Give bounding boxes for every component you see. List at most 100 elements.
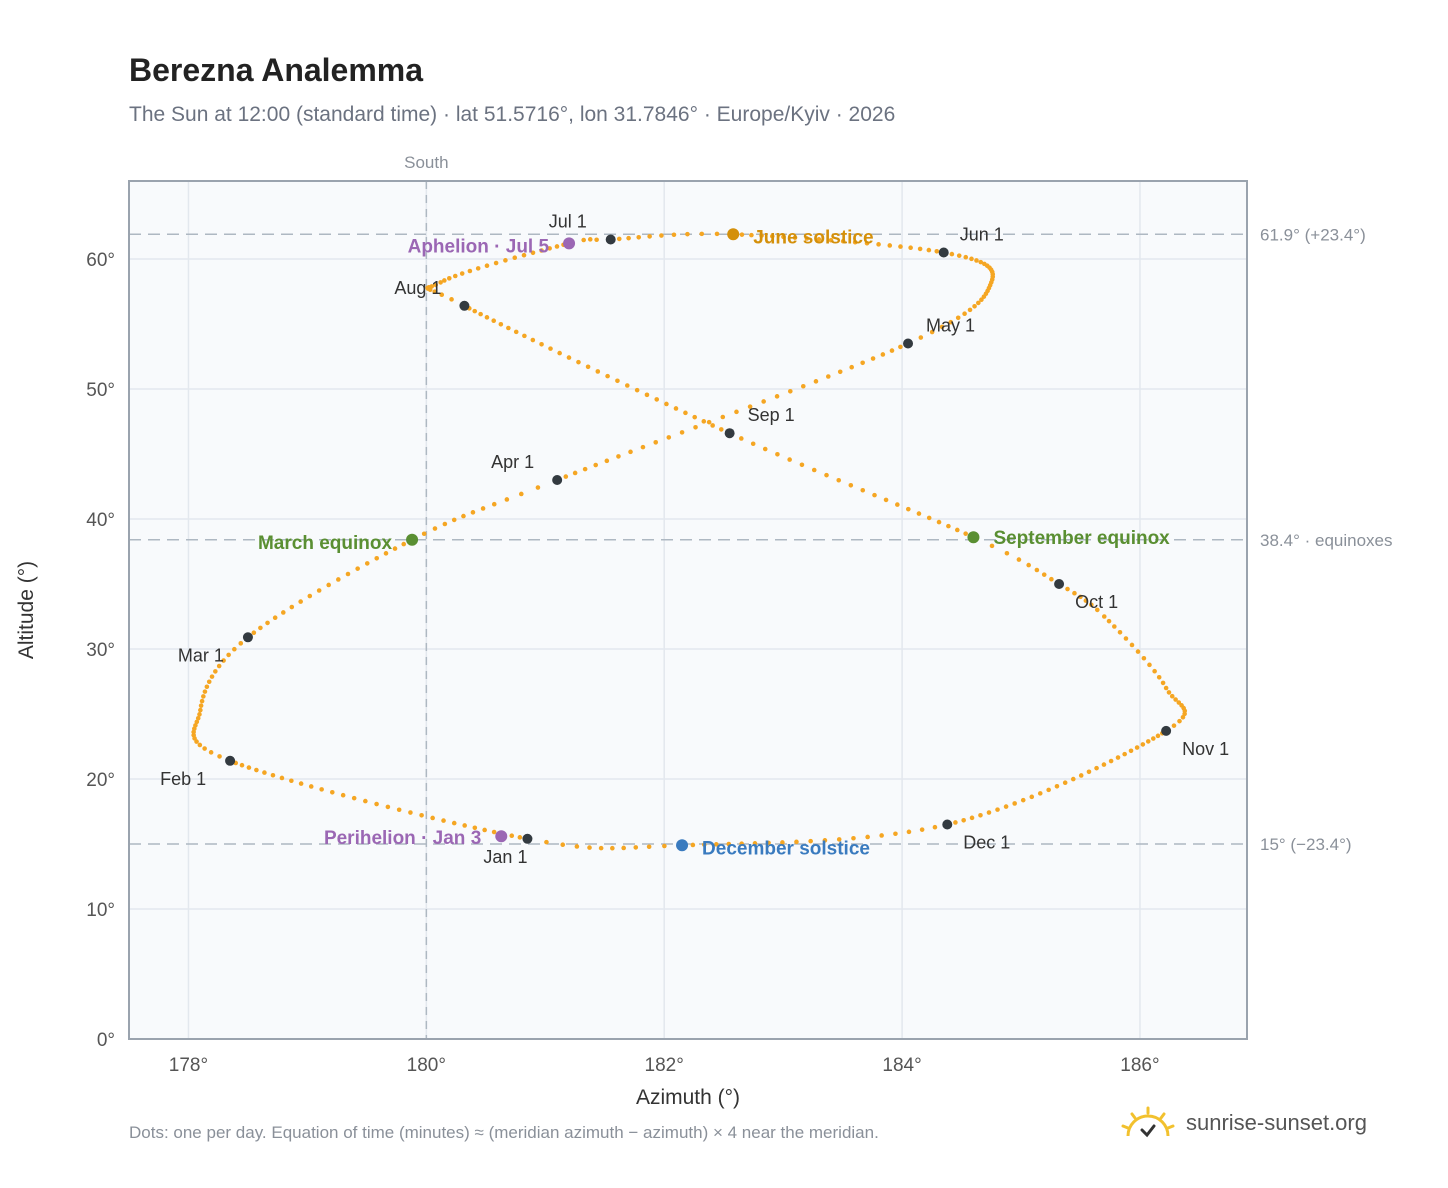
daily-point [955,527,960,533]
daily-point [982,261,987,267]
daily-point [430,815,435,821]
brand[interactable]: sunrise-sunset.org [1120,1103,1367,1143]
month-label: Nov 1 [1182,739,1229,759]
daily-point [1129,642,1135,648]
daily-point [848,482,854,488]
event-label: June solstice [753,227,873,248]
daily-point [701,419,707,424]
daily-point [451,820,457,826]
daily-point [1089,602,1094,608]
daily-point [432,289,438,294]
daily-point [898,244,903,249]
month-marker [459,300,470,311]
daily-point [604,458,610,464]
daily-point [433,282,439,288]
daily-point [254,767,259,773]
daily-point [775,452,780,457]
daily-point [726,841,732,847]
daily-point [865,834,870,840]
daily-point [860,360,865,366]
daily-point [671,232,677,238]
daily-point [605,373,610,379]
daily-point [593,462,599,468]
daily-point [1094,607,1100,613]
daily-point [204,684,210,690]
daily-point [647,234,652,239]
daily-point [939,324,945,330]
daily-point [1166,690,1172,695]
daily-point [226,652,231,658]
daily-point [509,833,515,839]
daily-point [280,610,286,615]
brand-name: sunrise-sunset.org [1186,1110,1367,1135]
daily-point [1151,736,1156,741]
daily-point [326,582,331,588]
daily-point [472,825,478,831]
daily-point [787,457,792,462]
daily-point [441,818,446,823]
daily-point [498,321,504,327]
daily-point [385,804,391,810]
daily-point [574,844,580,849]
month-label: Mar 1 [178,645,224,665]
daily-point [364,561,370,566]
daily-point [1106,618,1112,624]
daily-point [513,329,519,335]
daily-point [1163,685,1169,691]
daily-point [530,337,536,343]
month-marker [1054,579,1065,589]
daily-point [246,765,252,770]
daily-point [484,315,490,320]
daily-point [560,842,566,848]
daily-point [329,789,335,795]
daily-point [478,311,483,317]
daily-point [506,325,511,331]
daily-point [194,719,200,725]
month-label: Jul 1 [549,212,587,232]
daily-point [849,364,854,370]
daily-point [396,807,402,813]
month-marker [225,755,236,766]
daily-point [739,232,745,237]
daily-point [995,807,1000,812]
daily-point [1054,784,1060,789]
daily-point [451,517,457,523]
daily-point [191,732,196,738]
daily-point [1147,662,1152,668]
daily-point [270,772,276,778]
daily-point [197,712,202,717]
daily-point [213,669,218,674]
daily-point [518,491,524,497]
daily-point [279,775,285,781]
daily-point [374,801,379,807]
daily-point [898,344,903,350]
daily-point [1083,598,1089,603]
daily-point [197,742,203,748]
daily-point [1062,780,1068,786]
daily-point [258,625,263,631]
daily-point [1020,797,1026,803]
daily-point [530,250,536,256]
daily-point [383,551,389,556]
daily-point [780,840,785,845]
daily-point [870,356,876,361]
daily-point [1117,630,1123,635]
plot-frame [128,180,1248,1040]
daily-point [713,842,719,847]
chart-subtitle: The Sun at 12:00 (standard time) · lat 5… [129,103,896,126]
daily-point [699,231,705,237]
daily-point [1145,739,1151,744]
daily-point [401,541,407,547]
daily-point [974,258,979,263]
y-tick-label: 10° [86,900,115,921]
daily-point [461,513,466,519]
daily-point [774,394,780,399]
daily-point [633,845,639,850]
daily-point [917,246,923,252]
y-tick-label: 40° [86,510,115,531]
daily-point [989,543,995,549]
daily-point [272,615,278,621]
daily-point [201,694,206,699]
daily-point [1012,801,1017,806]
daily-point [1046,787,1051,793]
